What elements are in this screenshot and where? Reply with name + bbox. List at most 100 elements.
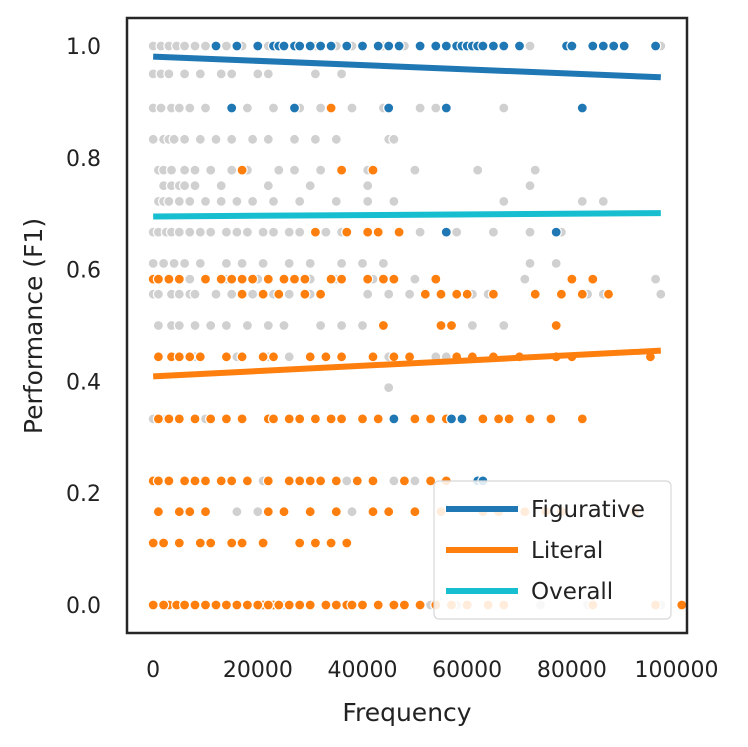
literal-point	[377, 273, 389, 285]
literal-point	[304, 475, 316, 487]
figurative-point	[288, 102, 301, 114]
overall-point	[194, 226, 206, 238]
y-tick-label: 0.0	[66, 594, 101, 619]
figurative-point	[445, 413, 458, 425]
overall-point	[362, 288, 374, 300]
overall-point	[252, 68, 264, 80]
literal-point	[309, 413, 321, 425]
literal-point	[372, 599, 384, 611]
figurative-point	[252, 40, 264, 52]
x-axis-title: Frequency	[342, 698, 471, 727]
literal-point	[226, 273, 238, 285]
literal-point	[236, 288, 248, 300]
overall-point	[267, 102, 280, 114]
overall-point	[288, 133, 301, 145]
overall-regression-line	[153, 210, 661, 220]
overall-point	[383, 382, 395, 394]
overall-point	[414, 102, 426, 114]
overall-point	[247, 133, 259, 145]
overall-point	[173, 102, 185, 114]
overall-point	[173, 319, 185, 332]
overall-point	[294, 226, 306, 238]
overall-point	[451, 226, 463, 238]
overall-point	[283, 226, 295, 238]
literal-point	[330, 475, 342, 487]
figurative-point	[226, 102, 238, 114]
literal-point	[372, 226, 384, 238]
x-tick-label: 100000	[635, 658, 719, 683]
literal-point	[341, 537, 353, 549]
figurative-point	[618, 40, 630, 52]
overall-point	[179, 40, 191, 52]
legend-label-literal: Literal	[531, 538, 603, 564]
overall-point	[199, 195, 212, 207]
figurative-point	[498, 40, 510, 52]
overall-point	[184, 226, 196, 238]
literal-point	[388, 273, 400, 285]
figurative-point	[649, 40, 662, 52]
figurative-point	[383, 102, 395, 114]
overall-point	[199, 40, 212, 52]
literal-point	[236, 413, 248, 425]
figurative-point	[304, 40, 316, 52]
literal-point	[184, 506, 196, 518]
literal-point	[336, 273, 348, 285]
overall-point	[524, 257, 536, 269]
overall-point	[226, 133, 238, 145]
literal-point	[215, 273, 227, 285]
figurative-point	[487, 40, 499, 52]
overall-point	[362, 180, 374, 192]
literal-point	[236, 273, 248, 285]
literal-point	[184, 351, 196, 363]
overall-point	[147, 133, 159, 145]
literal-point	[152, 475, 164, 487]
figurative-point	[440, 40, 452, 52]
overall-point	[356, 319, 369, 332]
overall-point	[388, 133, 400, 145]
overall-point	[336, 257, 348, 269]
literal-point	[262, 475, 274, 487]
figurative-point	[388, 413, 400, 425]
literal-point	[163, 413, 175, 425]
overall-point	[356, 257, 369, 269]
overall-point	[184, 273, 196, 285]
overall-point	[168, 133, 180, 145]
overall-point	[236, 257, 248, 269]
overall-point	[341, 475, 353, 487]
figurative-point	[278, 40, 290, 52]
figurative-point	[440, 226, 452, 238]
overall-point	[383, 288, 395, 300]
overall-point	[247, 288, 259, 300]
overall-point	[315, 102, 327, 114]
overall-point	[179, 180, 191, 192]
figurative-point	[430, 40, 442, 52]
overall-point	[194, 257, 206, 269]
literal-point	[205, 413, 217, 425]
literal-point	[304, 351, 316, 363]
overall-point	[315, 164, 327, 176]
x-axis: 0 20000 40000 60000 80000 100000	[146, 658, 718, 683]
y-tick-label: 1.0	[66, 35, 101, 60]
figurative-point	[231, 40, 243, 52]
literal-point	[320, 351, 332, 363]
overall-point	[147, 257, 159, 269]
literal-point	[152, 273, 164, 285]
literal-regression-line	[153, 347, 661, 380]
literal-point	[173, 506, 185, 518]
literal-point	[304, 506, 316, 518]
literal-point	[199, 506, 212, 518]
legend: Figurative Literal Overall	[433, 480, 672, 620]
literal-point	[294, 599, 306, 611]
overall-point	[524, 180, 536, 192]
literal-point	[194, 537, 206, 549]
literal-point	[493, 413, 505, 425]
literal-point	[199, 599, 212, 611]
overall-point	[220, 319, 232, 332]
overall-point	[409, 475, 421, 487]
literal-point	[257, 288, 269, 300]
literal-point	[294, 413, 306, 425]
overall-point	[267, 226, 280, 238]
overall-point	[189, 40, 201, 52]
figurative-point	[325, 40, 337, 52]
